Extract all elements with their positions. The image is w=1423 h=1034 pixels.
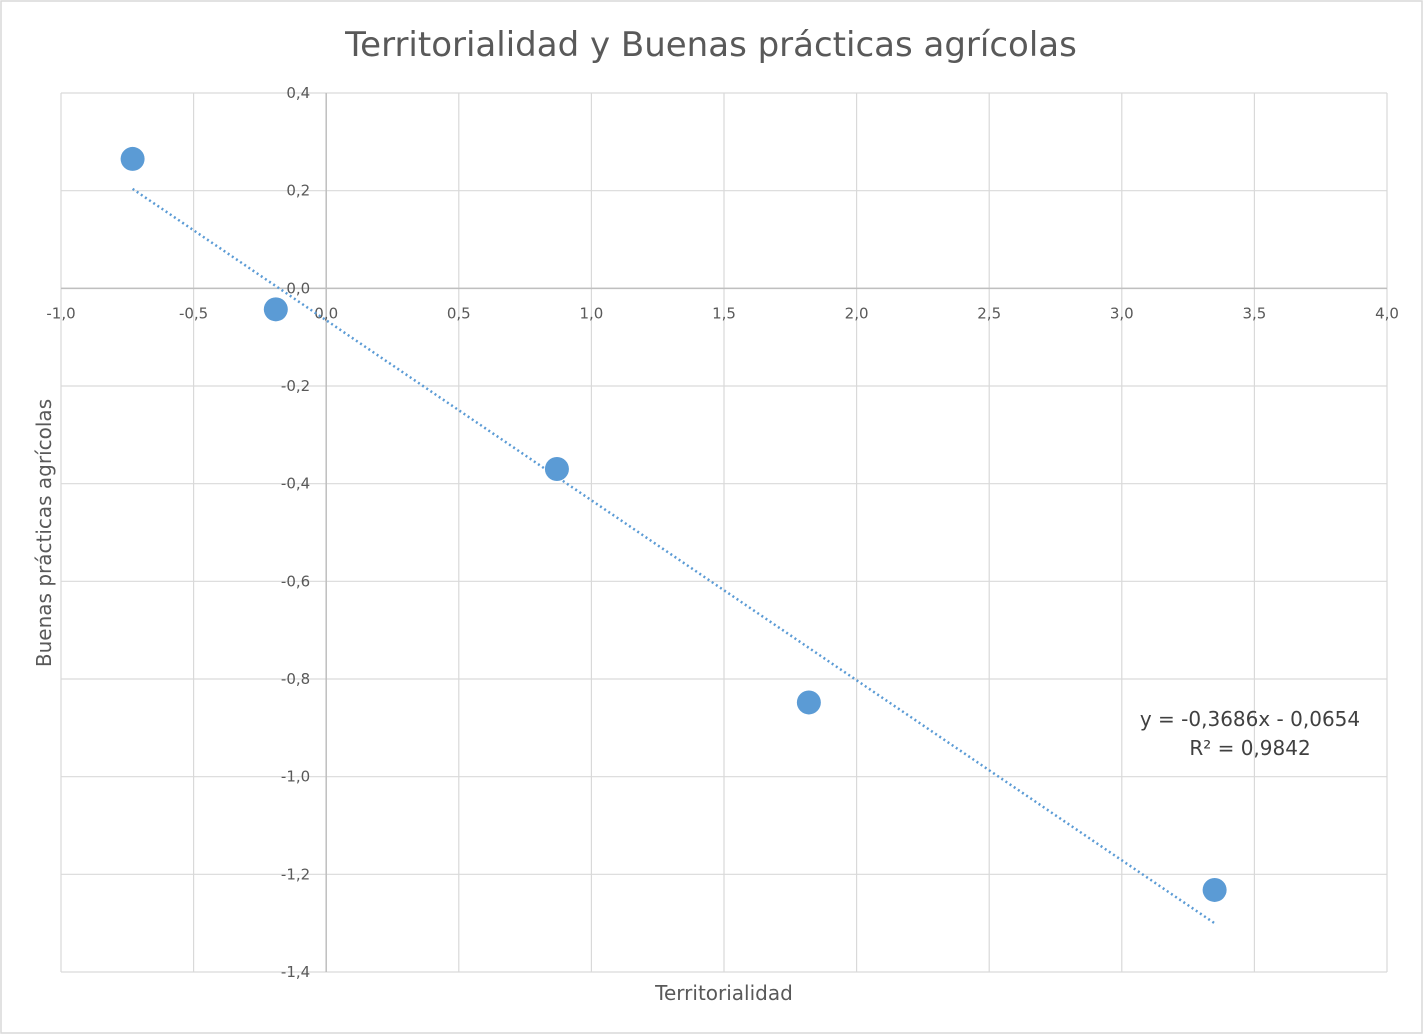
trendline-r-squared: R² = 0,9842 [1189, 736, 1310, 760]
x-tick-label: 0,5 [447, 304, 471, 322]
x-tick-label: 3,5 [1242, 304, 1266, 322]
x-tick-label: 1,5 [712, 304, 736, 322]
data-point [263, 297, 288, 322]
y-tick-label: -1,4 [281, 963, 310, 981]
x-tick-label: -0,5 [179, 304, 208, 322]
y-tick-label: -0,4 [281, 475, 310, 493]
y-tick-label: 0,2 [286, 182, 310, 200]
data-point [544, 457, 569, 482]
x-axis-label: Territorialidad [654, 981, 793, 1005]
x-tick-label: 4,0 [1375, 304, 1399, 322]
tick-labels: -1,0 -0,5 0,0 0,5 1,0 1,5 2,0 2,5 3,0 3,5 4,0 0,4 0,… [46, 84, 1399, 981]
chart-title: Territorialidad y Buenas prácticas agríc… [344, 25, 1077, 65]
y-tick-label: 0,0 [286, 279, 310, 297]
y-axis-label: Buenas prácticas agrícolas [32, 399, 56, 667]
x-tick-label: 2,0 [845, 304, 869, 322]
y-tick-label: 0,4 [286, 84, 310, 102]
x-tick-label: -1,0 [46, 304, 75, 322]
y-tick-label: -0,2 [281, 377, 310, 395]
x-tick-label: 3,0 [1110, 304, 1134, 322]
y-tick-label: -0,6 [281, 572, 310, 590]
trendline-equation: y = -0,3686x - 0,0654 [1140, 707, 1360, 731]
y-tick-label: -1,0 [281, 768, 310, 786]
x-tick-label: 2,5 [977, 304, 1001, 322]
data-points [120, 146, 1227, 902]
y-tick-label: -0,8 [281, 670, 310, 688]
data-point [120, 146, 145, 171]
x-tick-label: 1,0 [579, 304, 603, 322]
data-point [1202, 877, 1227, 902]
data-point [796, 690, 821, 715]
y-tick-label: -1,2 [281, 865, 310, 883]
x-tick-label: 0,0 [314, 304, 338, 322]
axes [61, 93, 1387, 972]
